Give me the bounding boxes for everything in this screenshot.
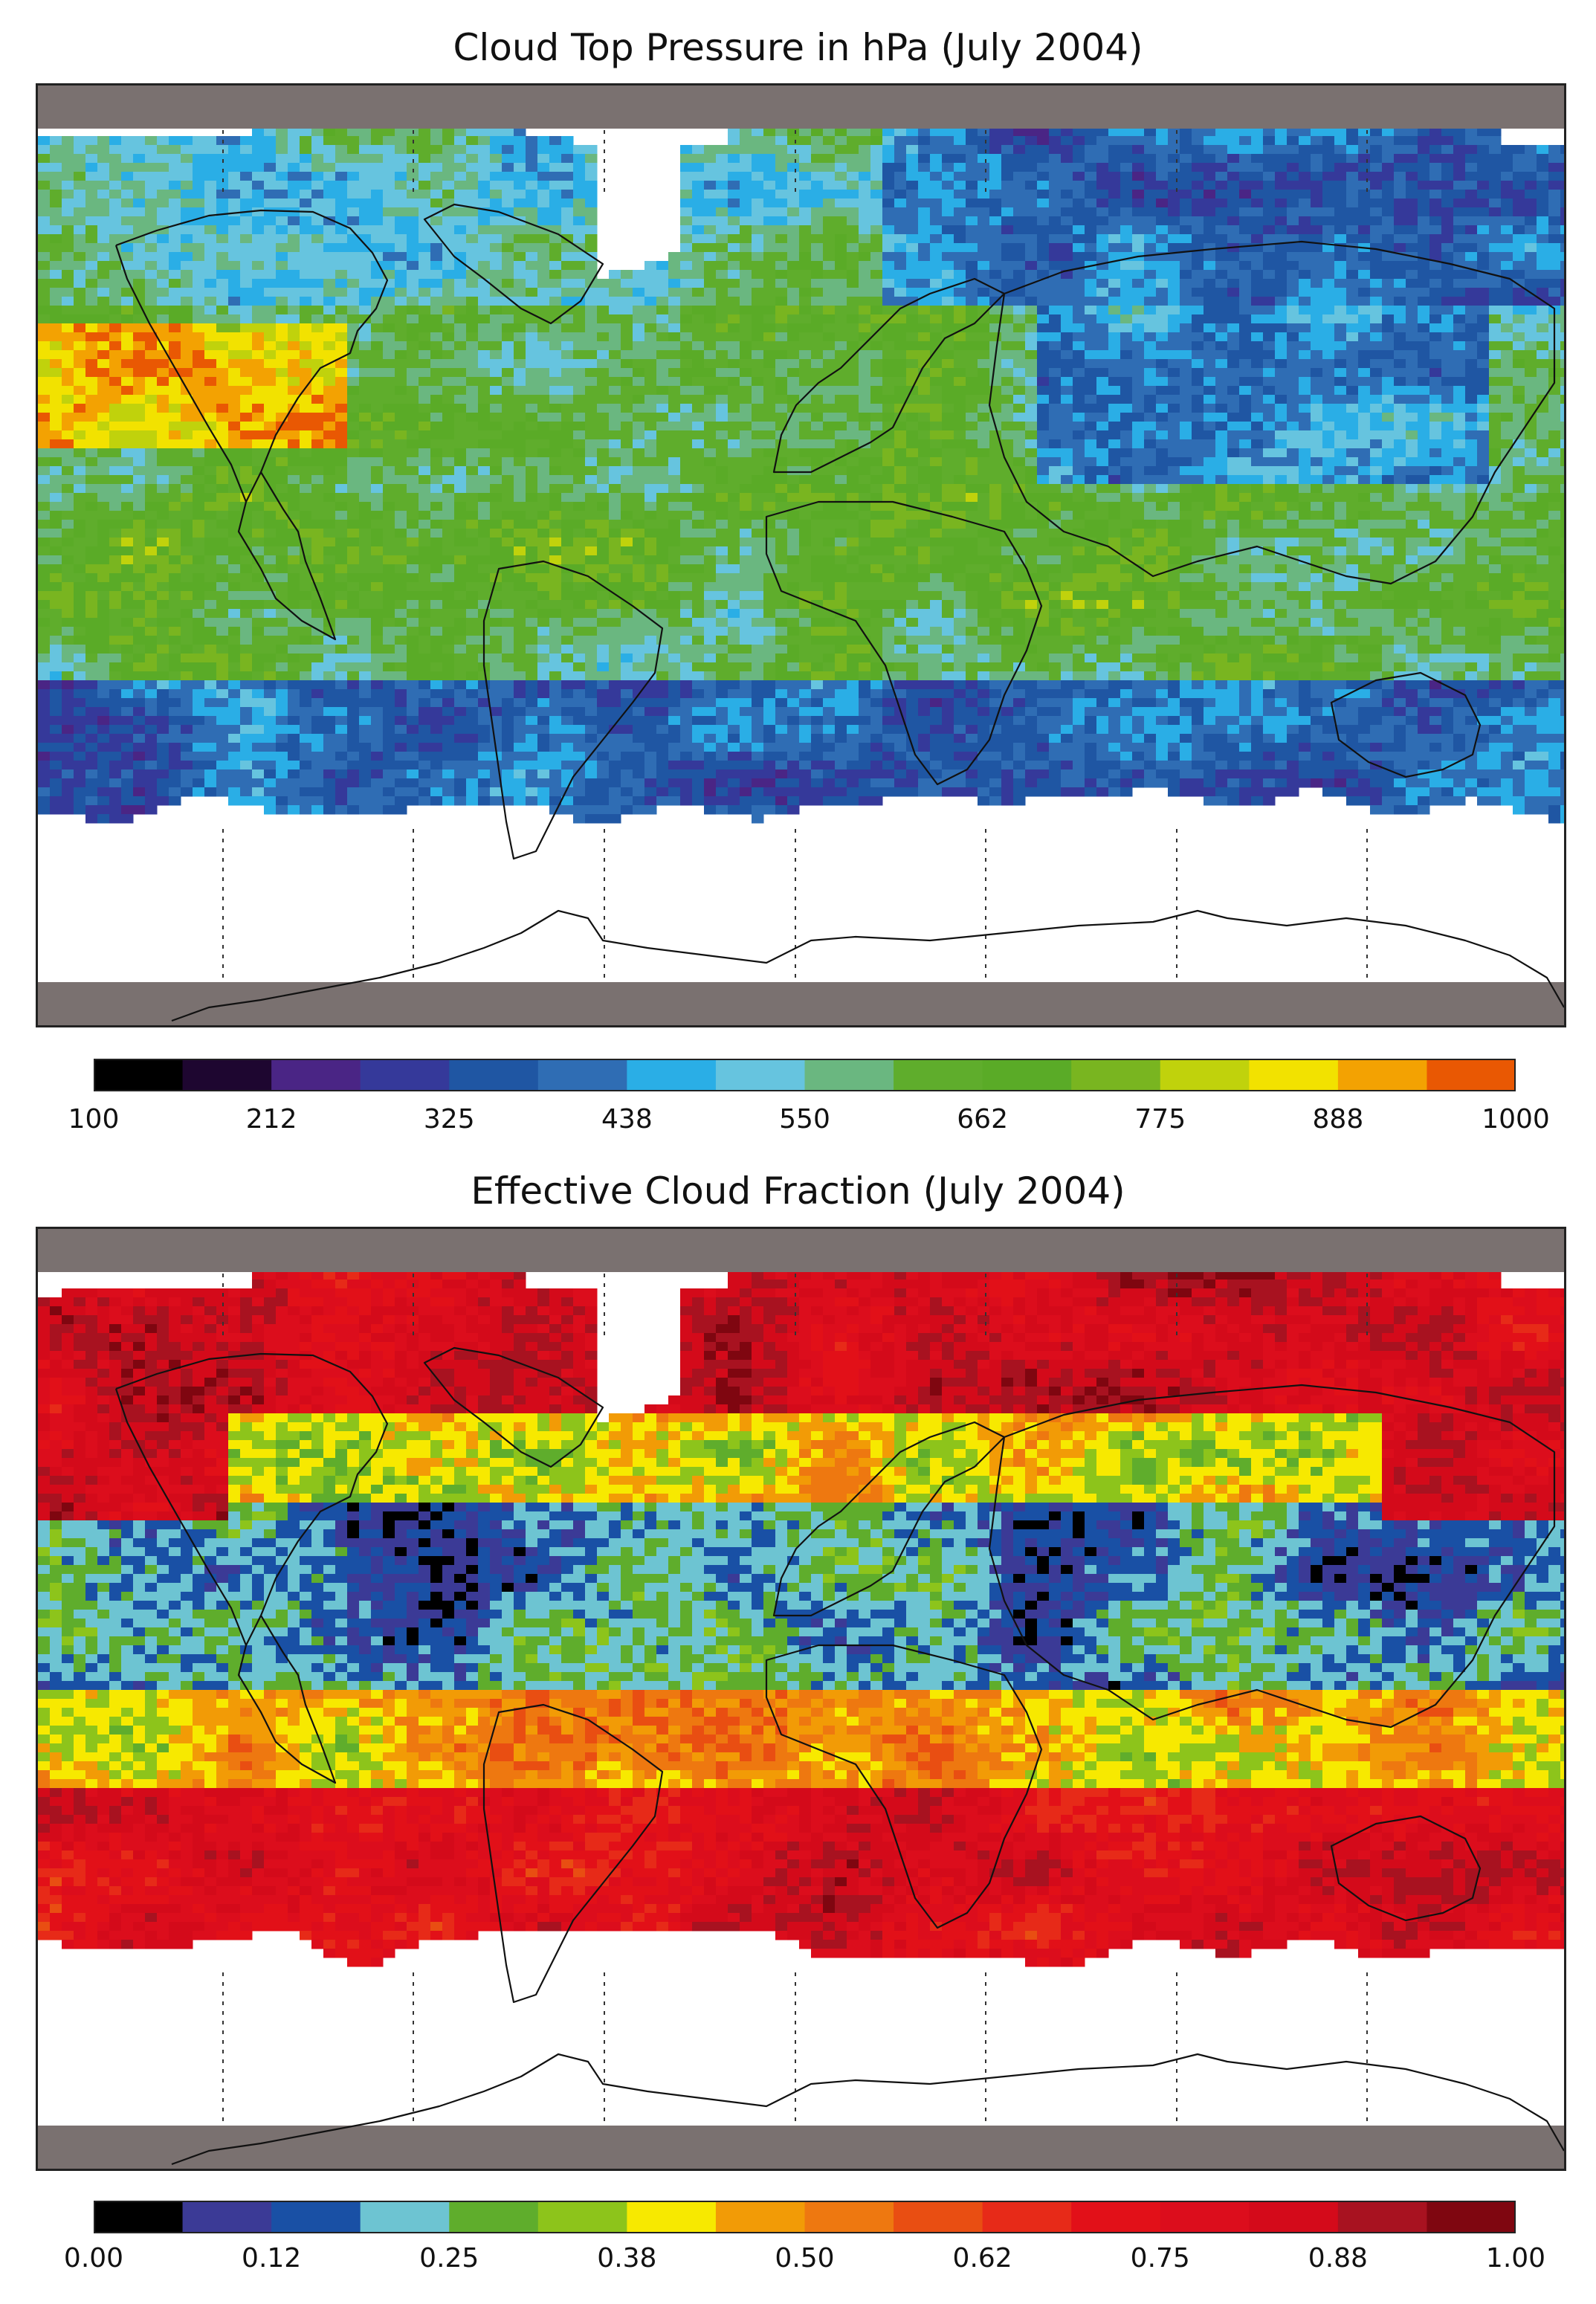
colorbar-swatch: [804, 1059, 894, 1091]
colorbar-swatch: [1427, 2201, 1516, 2233]
colorbar-tick-label: 888: [1312, 1104, 1364, 1135]
colorbar-swatch: [182, 2201, 272, 2233]
colorbar-swatch: [1071, 2201, 1161, 2233]
colorbar-swatch: [537, 1059, 627, 1091]
colorbar-swatch: [982, 1059, 1072, 1091]
colorbar-swatch: [804, 2201, 894, 2233]
colorbar-swatch: [715, 2201, 806, 2233]
colorbar-swatch: [627, 2201, 717, 2233]
colorbar-swatch: [94, 2201, 184, 2233]
colorbar-tick-label: 1000: [1482, 1104, 1550, 1135]
colorbar-swatch: [1249, 2201, 1339, 2233]
colorbar-tick-label: 0.38: [597, 2243, 657, 2274]
colorbar-swatch: [1071, 1059, 1161, 1091]
colorbar-tick-label: 775: [1134, 1104, 1186, 1135]
colorbar-swatch: [1160, 2201, 1250, 2233]
colorbar-swatch: [894, 2201, 983, 2233]
colorbar-swatch: [360, 1059, 450, 1091]
colorbar-swatch: [627, 1059, 717, 1091]
colorbar-swatch: [1427, 1059, 1516, 1091]
colorbar-tick-label: 100: [68, 1104, 120, 1135]
colorbar-swatch: [894, 1059, 983, 1091]
colorbar-swatch: [94, 1059, 184, 1091]
colorbar-swatch: [271, 1059, 361, 1091]
colorbar-swatch: [537, 2201, 627, 2233]
colorbar-swatch: [449, 1059, 539, 1091]
colorbar-tick-label: 0.50: [775, 2243, 835, 2274]
cloud-top-pressure-map: [36, 83, 1566, 1027]
colorbar-swatch: [360, 2201, 450, 2233]
colorbar-tick-label: 0.00: [63, 2243, 124, 2274]
effective-cloud-fraction-title: Effective Cloud Fraction (July 2004): [471, 1169, 1125, 1213]
effective-cloud-fraction-colorbar: [94, 2201, 1516, 2233]
colorbar-tick-label: 438: [601, 1104, 653, 1135]
colorbar-tick-label: 550: [779, 1104, 830, 1135]
colorbar-tick-label: 0.62: [952, 2243, 1012, 2274]
colorbar-tick-label: 0.75: [1130, 2243, 1190, 2274]
colorbar-swatch: [1249, 1059, 1339, 1091]
colorbar-tick-label: 0.88: [1308, 2243, 1368, 2274]
colorbar-tick-label: 1.00: [1485, 2243, 1546, 2274]
colorbar-tick-label: 0.25: [419, 2243, 479, 2274]
colorbar-swatch: [1337, 1059, 1428, 1091]
colorbar-tick-label: 212: [245, 1104, 297, 1135]
colorbar-swatch: [182, 1059, 272, 1091]
cloud-top-pressure-colorbar: [94, 1059, 1516, 1091]
colorbar-swatch: [271, 2201, 361, 2233]
colorbar-swatch: [1160, 1059, 1250, 1091]
colorbar-tick-label: 325: [423, 1104, 475, 1135]
cloud-top-pressure-title: Cloud Top Pressure in hPa (July 2004): [453, 26, 1143, 69]
colorbar-swatch: [715, 1059, 806, 1091]
colorbar-swatch: [449, 2201, 539, 2233]
cloud-top-pressure-field: [38, 85, 1564, 1025]
colorbar-tick-label: 0.12: [242, 2243, 302, 2274]
colorbar-tick-label: 662: [957, 1104, 1008, 1135]
effective-cloud-fraction-colorbar-ticks: 0.00 0.12 0.25 0.38 0.50 0.62 0.75 0.88 …: [0, 2244, 1596, 2274]
colorbar-swatch: [1337, 2201, 1428, 2233]
effective-cloud-fraction-field: [38, 1229, 1564, 2169]
effective-cloud-fraction-map: [36, 1227, 1566, 2171]
colorbar-swatch: [982, 2201, 1072, 2233]
cloud-top-pressure-colorbar-ticks: 100 212 325 438 550 662 775 888 1000: [0, 1105, 1596, 1135]
